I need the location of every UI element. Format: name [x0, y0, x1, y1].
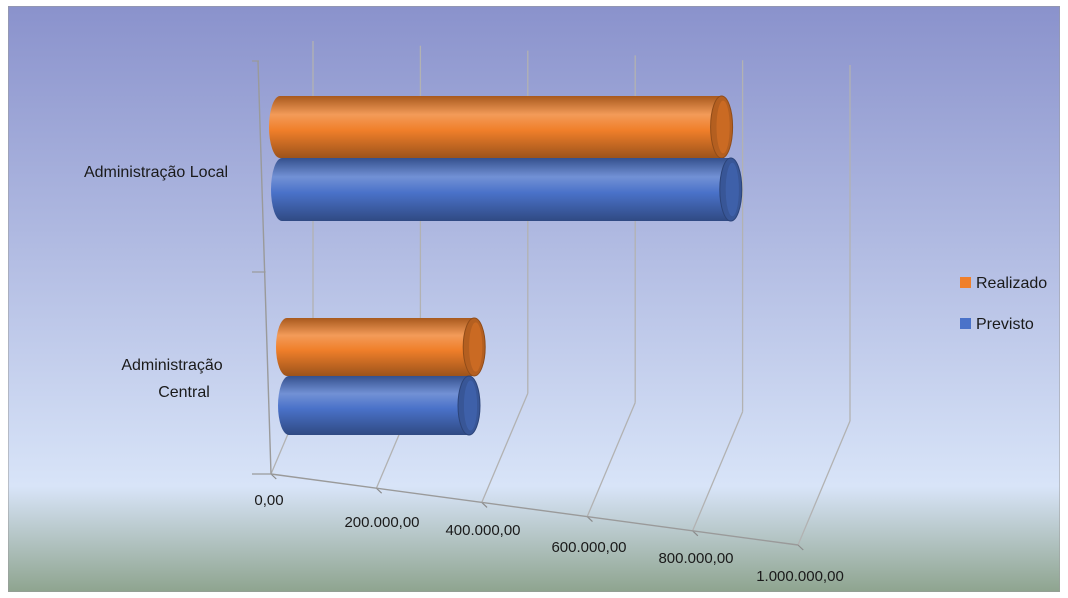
- legend-label-realizado: Realizado: [976, 275, 1047, 292]
- bar-body: [276, 318, 486, 376]
- x-tick-label: 400.000,00: [445, 522, 520, 539]
- bar-administracao-local-realizado: [269, 95, 734, 159]
- bar-cap-highlight: [725, 162, 739, 217]
- bar-cap-highlight: [463, 380, 478, 431]
- x-tick-label: 600.000,00: [551, 539, 626, 556]
- floor-gridline: [481, 393, 529, 503]
- x-axis-line: [270, 473, 799, 546]
- y-axis-line: [257, 60, 272, 475]
- y-category-label: Administração Local: [84, 164, 228, 181]
- floor-gridline: [797, 420, 851, 546]
- x-tick-label: 800.000,00: [658, 550, 733, 567]
- x-tick-mark: [270, 473, 277, 480]
- bar-body: [278, 376, 480, 435]
- legend-label-previsto: Previsto: [976, 316, 1034, 333]
- x-tick-mark: [797, 544, 804, 551]
- bar-administracao-central-previsto: [278, 375, 481, 436]
- floor-gridline: [586, 402, 636, 517]
- x-tick-mark: [692, 530, 699, 537]
- legend-swatch-previsto: [960, 318, 971, 329]
- bar-administracao-central-realizado: [276, 317, 486, 377]
- x-tick-mark: [375, 487, 383, 494]
- x-tick-label: 0,00: [254, 492, 283, 509]
- x-tick-mark: [586, 516, 593, 523]
- chart-background: [7, 5, 1061, 593]
- floor-gridline: [692, 411, 744, 532]
- x-tick-label: 200.000,00: [344, 514, 419, 531]
- y-category-label: Administração: [121, 357, 222, 374]
- bar-body: [269, 96, 733, 158]
- bar-body: [271, 158, 742, 221]
- x-tick-mark: [481, 501, 488, 508]
- bar-administracao-local-previsto: [271, 157, 743, 222]
- y-category-label: Central: [158, 384, 210, 401]
- x-tick-label: 1.000.000,00: [756, 568, 844, 585]
- legend-swatch-realizado: [960, 277, 971, 288]
- chart-area: 0,00 200.000,00 400.000,00 600.000,00 800.00…: [7, 5, 1061, 593]
- bar-chart: 0,00 200.000,00 400.000,00 600.000,00 800.00…: [7, 5, 1061, 593]
- bar-cap-highlight: [716, 100, 730, 154]
- bar-cap-highlight: [469, 322, 483, 372]
